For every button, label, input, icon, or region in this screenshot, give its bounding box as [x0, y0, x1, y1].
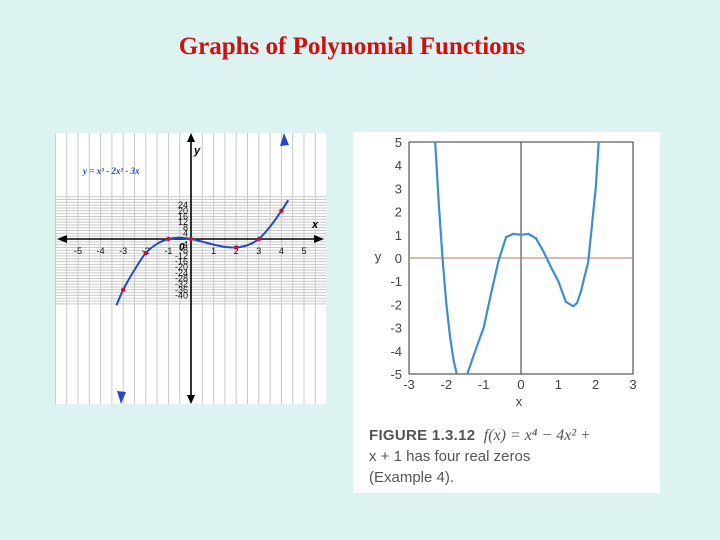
caption-line-3: (Example 4).: [369, 469, 455, 486]
x-axis-label: x: [311, 219, 319, 231]
y-tick-label: 1: [395, 228, 402, 243]
cubic-graph-panel: -5-4-3-2-1123452420161284-4-8-12-16-20-2…: [54, 133, 326, 404]
y-tick-label: -16: [175, 257, 188, 267]
y-tick-label: -28: [175, 273, 188, 283]
y-tick-label: -1: [390, 274, 402, 289]
quartic-graph: -3 -2 -1 0 1 2 3 5 4 3 2 1 0 -1 -2 -3 -4 -5 x y: [375, 135, 637, 409]
y-tick-label: -2: [390, 297, 402, 312]
marked-point: [166, 236, 171, 242]
x-tick-label: -1: [164, 246, 172, 256]
x-tick-label: -5: [74, 246, 82, 256]
y-tick-label: 8: [183, 223, 188, 233]
y-tick-label: -40: [175, 290, 188, 300]
y-axis-label: y: [193, 145, 201, 157]
y-tick-label: -36: [175, 285, 188, 295]
x-axis-arrow-right: [314, 235, 324, 243]
caption-formula: f(x) = x⁴ − 4x² +: [483, 427, 591, 444]
function-label: y = x³ - 2x² - 3x: [82, 166, 140, 176]
x-tick-label: -3: [119, 246, 127, 256]
marked-point: [188, 236, 194, 242]
x-tick-label: 0: [517, 377, 524, 392]
y-tick-label: 20: [178, 206, 188, 216]
y-tick-label: 4: [183, 228, 188, 238]
y-tick-label: -32: [175, 279, 188, 289]
tick-labels: -3 -2 -1 0 1 2 3 5 4 3 2 1 0 -1 -2 -3 -4 -5: [390, 135, 636, 392]
marked-point: [234, 245, 239, 250]
x-tick-label: -2: [441, 377, 453, 392]
figure-caption: FIGURE 1.3.12 f(x) = x⁴ − 4x² + x + 1 ha…: [369, 425, 654, 488]
y-axis-arrow-down: [187, 395, 195, 404]
x-tick-label: 3: [629, 377, 636, 392]
y-axis-arrow-up: [187, 133, 195, 142]
quartic-figure-panel: -3 -2 -1 0 1 2 3 5 4 3 2 1 0 -1 -2 -3 -4 -5 x y FIGURE 1.…: [353, 132, 660, 493]
y-tick-label: 24: [178, 200, 188, 210]
y-tick-label: 2: [395, 205, 402, 220]
cubic-graph: -5-4-3-2-1123452420161284-4-8-12-16-20-2…: [54, 133, 326, 404]
curve-arrow-down: [117, 391, 126, 404]
marked-points: [121, 208, 284, 292]
y-tick-label: -4: [390, 344, 402, 359]
marked-point: [279, 208, 284, 213]
slide-title: Graphs of Polynomial Functions: [178, 33, 526, 60]
marked-point: [121, 287, 126, 292]
y-tick-label: 4: [395, 158, 402, 173]
y-tick-label: -24: [175, 268, 188, 278]
cubic-curve: [115, 199, 290, 306]
y-tick-label: -5: [390, 367, 402, 382]
caption-line-2: x + 1 has four real zeros: [369, 448, 531, 465]
y-tick-label: -20: [175, 262, 188, 272]
y-tick-label: 0: [395, 251, 402, 266]
y-tick-label: 12: [178, 217, 188, 227]
x-tick-label: 1: [211, 246, 216, 256]
origin-label: 0: [179, 242, 185, 253]
x-tick-label: 2: [234, 246, 239, 256]
x-tick-label: 3: [256, 246, 261, 256]
marked-point: [143, 250, 148, 256]
x-tick-label: 5: [301, 246, 306, 256]
curve-end-arrows: [117, 133, 289, 404]
x-tick-label: 2: [592, 377, 599, 392]
x-tick-label: -1: [478, 377, 490, 392]
x-axis-arrow-left: [57, 235, 67, 243]
y-tick-label: 16: [178, 211, 188, 221]
x-tick-label: -4: [97, 246, 105, 256]
y-axis-label: y: [375, 249, 382, 264]
x-axis-label: x: [516, 394, 523, 409]
marked-point: [256, 236, 261, 242]
curve-arrow-up: [280, 133, 289, 146]
x-tick-label: -3: [403, 377, 415, 392]
figure-number: FIGURE 1.3.12: [369, 427, 476, 444]
x-tick-label: 1: [555, 377, 562, 392]
y-tick-label: 3: [395, 181, 402, 196]
reference-lines: [409, 142, 633, 374]
y-tick-label: -4: [180, 240, 188, 250]
y-tick-label: -3: [390, 321, 402, 336]
x-tick-label: 4: [279, 246, 284, 256]
y-tick-label: 5: [395, 135, 402, 150]
y-tick-label: -8: [180, 245, 188, 255]
y-tick-label: -12: [175, 251, 188, 261]
quartic-curve: [434, 142, 600, 374]
